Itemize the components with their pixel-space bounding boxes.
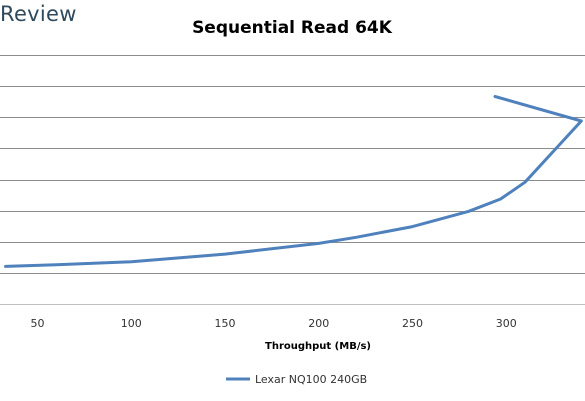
brand-logo: Review	[0, 2, 77, 26]
x-axis-ticks: 50 100 150 200 250 300	[31, 317, 517, 330]
series-layer	[4, 95, 583, 268]
x-tick-label: 250	[402, 317, 423, 330]
chart-title: Sequential Read 64K	[192, 18, 393, 38]
x-axis-label: Throughput (MB/s)	[265, 341, 371, 352]
legend-label: Lexar NQ100 240GB	[255, 373, 367, 386]
x-tick-label: 50	[31, 317, 45, 330]
x-tick-label: 200	[308, 317, 329, 330]
x-tick-label: 300	[496, 317, 517, 330]
x-tick-label: 150	[215, 317, 236, 330]
legend: Lexar NQ100 240GB	[226, 373, 367, 386]
series-line	[4, 95, 583, 268]
gridlines	[0, 55, 585, 305]
x-tick-label: 100	[121, 317, 142, 330]
